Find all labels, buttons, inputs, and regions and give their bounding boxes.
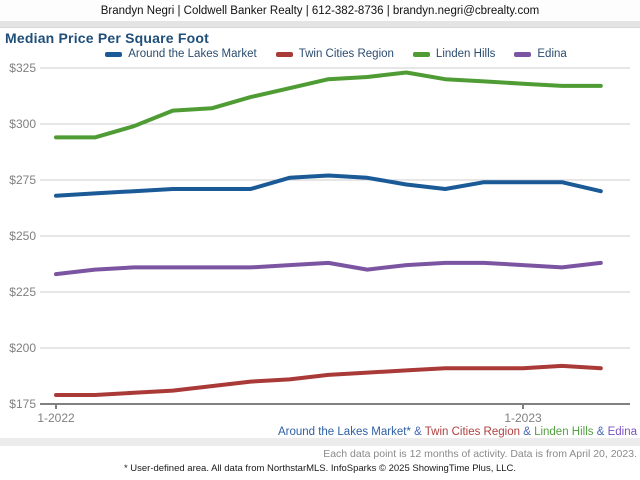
legend-swatch-icon	[412, 51, 430, 57]
chart-bottom-band	[0, 438, 640, 446]
footer-series-part: &	[593, 426, 608, 438]
legend-item-around-the-lakes-market: Around the Lakes Market	[105, 48, 257, 60]
footer-series-part: &	[410, 426, 425, 438]
footer-series-part: Twin Cities Region	[424, 426, 520, 438]
legend-item-linden-hills: Linden Hills	[412, 48, 496, 60]
x-axis-label: 1-2023	[504, 411, 542, 425]
y-axis-label: $200	[9, 341, 36, 355]
y-axis-label: $300	[9, 117, 36, 131]
legend-label: Linden Hills	[435, 48, 496, 60]
footer-series-part: &	[520, 426, 535, 438]
y-axis-label: $225	[9, 285, 36, 299]
legend-swatch-icon	[514, 51, 532, 57]
series-line-linden-hills	[54, 70, 603, 140]
legend-swatch-icon	[105, 51, 123, 57]
legend-item-edina: Edina	[514, 48, 567, 60]
footer-disclaimer: * User-defined area. All data from North…	[123, 463, 517, 474]
legend-label: Twin Cities Region	[298, 48, 394, 60]
series-line-around-the-lakes-market	[54, 173, 603, 198]
x-axis-label: 1-2022	[37, 411, 75, 425]
chart-legend: Around the Lakes Market Twin Cities Regio…	[16, 47, 640, 61]
legend-item-twin-cities-region: Twin Cities Region	[275, 48, 394, 60]
series-line-twin-cities-region	[54, 363, 603, 397]
footer-series-part: Around the Lakes Market*	[277, 426, 411, 438]
agent-contact-header: Brandyn Negri | Coldwell Banker Realty |…	[0, 0, 640, 21]
y-axis-label: $175	[9, 397, 36, 411]
header-divider	[0, 21, 640, 28]
footer-series-names: Around the Lakes Market* & Twin Cities R…	[278, 426, 637, 438]
footer-series-part: Edina	[607, 426, 637, 438]
footer-series-part: Linden Hills	[534, 426, 594, 438]
y-axis-label: $250	[9, 229, 36, 243]
footer-activity-note: Each data point is 12 months of activity…	[323, 448, 637, 460]
agent-contact-text: Brandyn Negri | Coldwell Banker Realty |…	[100, 4, 540, 17]
chart-title: Median Price Per Square Foot	[5, 30, 209, 46]
series-line-edina	[54, 260, 603, 277]
y-axis-label: $275	[9, 173, 36, 187]
y-axis-label: $325	[9, 61, 36, 75]
legend-swatch-icon	[275, 51, 293, 57]
legend-label: Around the Lakes Market	[128, 48, 257, 60]
legend-label: Edina	[537, 48, 567, 60]
